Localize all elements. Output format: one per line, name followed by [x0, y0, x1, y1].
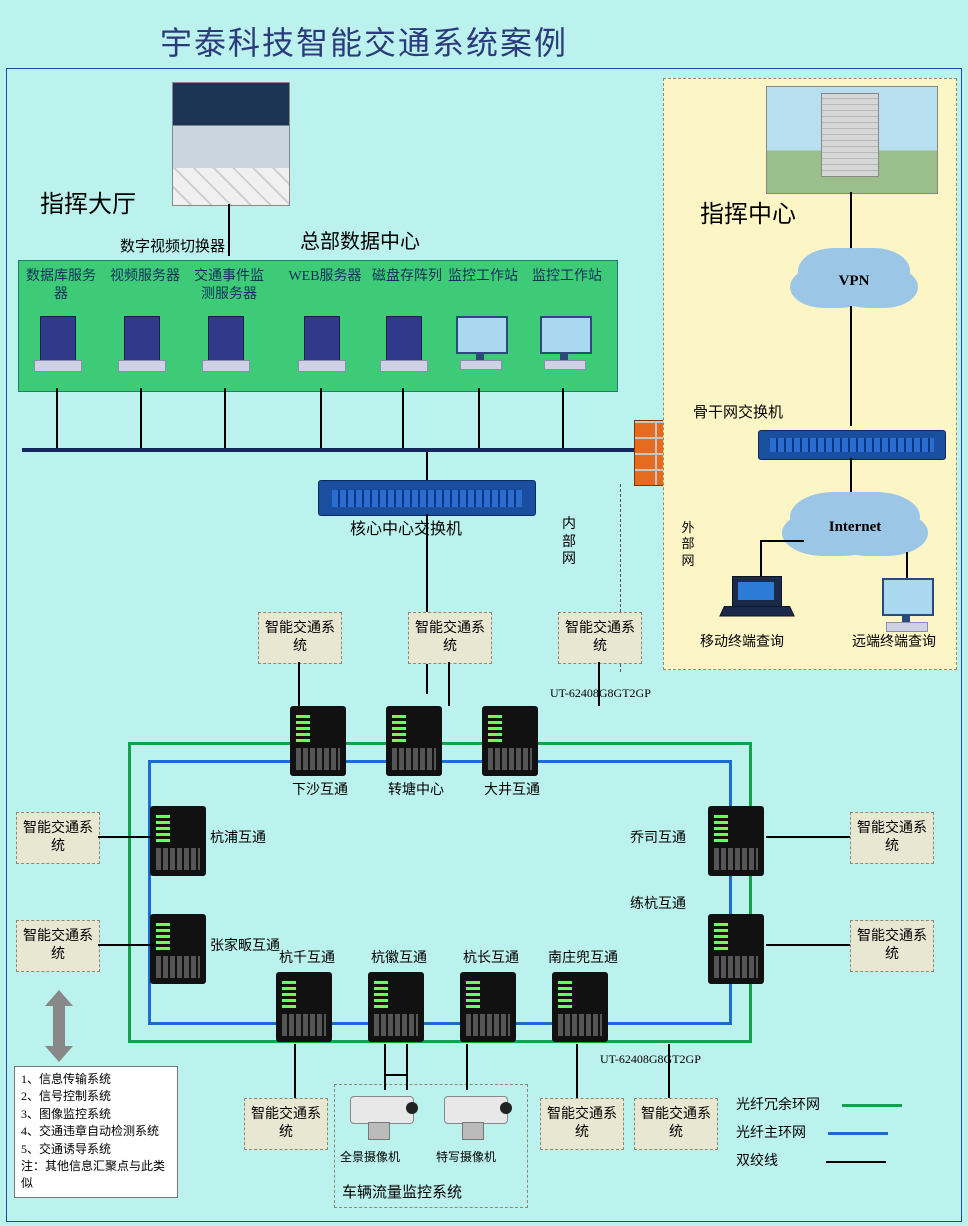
node-label: 杭千互通 — [264, 950, 350, 968]
industrial-switch-icon — [460, 972, 516, 1042]
workstation-icon — [452, 316, 508, 370]
industrial-switch-icon — [482, 706, 538, 776]
internet-label: Internet — [829, 519, 882, 536]
panoramic-camera-label: 全景摄像机 — [340, 1150, 400, 1165]
backbone-switch-label: 骨干网交换机 — [693, 404, 783, 423]
hq-server-label: 数据库服务器 — [20, 268, 102, 303]
its-left-1: 智能交通系统 — [16, 812, 100, 864]
node-label: 南庄兜互通 — [540, 950, 626, 968]
core-switch-label: 核心中心交换机 — [350, 520, 462, 540]
remote-pc-icon — [878, 578, 934, 632]
command-hall-photo — [172, 82, 290, 206]
digital-video-switcher-label: 数字视频切换器 — [120, 238, 225, 257]
legend: 光纤冗余环网 光纤主环网 双绞线 — [736, 1092, 902, 1176]
vpn-cloud-icon: VPN — [808, 256, 900, 306]
intranet-label: 内部网 — [560, 516, 578, 569]
command-center-label: 指挥中心 — [700, 200, 796, 230]
its-box: 智能交通系统 — [558, 612, 642, 664]
node-label: 杭浦互通 — [210, 830, 266, 848]
server-icon — [34, 316, 80, 374]
page-title: 宇泰科技智能交通系统案例 — [160, 18, 568, 64]
its-box: 智能交通系统 — [408, 612, 492, 664]
vpn-label: VPN — [839, 273, 870, 290]
legend-row: 光纤冗余环网 — [736, 1092, 902, 1120]
industrial-switch-icon — [386, 706, 442, 776]
device-model-top: UT-62408G8GT2GP — [550, 686, 651, 701]
node-label: 乔司互通 — [630, 830, 686, 848]
industrial-switch-icon — [552, 972, 608, 1042]
its-box: 智能交通系统 — [258, 612, 342, 664]
industrial-switch-icon — [708, 914, 764, 984]
hq-data-center-label: 总部数据中心 — [300, 230, 420, 255]
node-label: 杭徽互通 — [356, 950, 442, 968]
node-label: 转塘中心 — [376, 782, 456, 800]
bidir-arrow-icon — [44, 990, 74, 1062]
laptop-icon — [720, 576, 792, 624]
hq-server-label: WEB服务器 — [284, 268, 366, 286]
hq-server-label: 视频服务器 — [104, 268, 186, 286]
industrial-switch-icon — [150, 806, 206, 876]
node-label: 下沙互通 — [280, 782, 360, 800]
hq-server-label: 磁盘存阵列 — [366, 268, 448, 286]
legend-row: 光纤主环网 — [736, 1120, 902, 1148]
hq-server-label: 监控工作站 — [526, 268, 608, 286]
diagram-canvas: 宇泰科技智能交通系统案例 指挥大厅 数字视频切换器 总部数据中心 数据库服务器视… — [0, 0, 968, 1226]
server-icon — [118, 316, 164, 374]
backbone-switch-icon — [758, 430, 946, 460]
industrial-switch-icon — [150, 914, 206, 984]
remote-query-label: 远端终端查询 — [852, 634, 936, 652]
industrial-switch-icon — [708, 806, 764, 876]
its-right-2: 智能交通系统 — [850, 920, 934, 972]
its-left-2: 智能交通系统 — [16, 920, 100, 972]
extranet-label: 外部网 — [680, 520, 696, 569]
hq-server-label: 交通事件监测服务器 — [188, 268, 270, 303]
bus-line — [22, 448, 634, 452]
panoramic-camera-icon — [344, 1094, 418, 1142]
closeup-camera-icon — [438, 1094, 512, 1142]
node-label: 杭长互通 — [448, 950, 534, 968]
server-icon — [298, 316, 344, 374]
closeup-camera-label: 特写摄像机 — [436, 1150, 496, 1165]
node-label: 大井互通 — [472, 782, 552, 800]
its-bottom-1: 智能交通系统 — [244, 1098, 328, 1150]
its-bottom-3: 智能交通系统 — [634, 1098, 718, 1150]
camera-system-title: 车辆流量监控系统 — [342, 1184, 462, 1203]
core-switch-icon — [318, 480, 536, 516]
systems-list: 1、信息传输系统 2、信号控制系统 3、图像监控系统 4、交通违章自动检测系统 … — [14, 1066, 178, 1198]
its-bottom-2: 智能交通系统 — [540, 1098, 624, 1150]
server-icon — [380, 316, 426, 374]
mobile-query-label: 移动终端查询 — [700, 634, 784, 652]
command-hall-label: 指挥大厅 — [40, 190, 136, 220]
command-center-photo — [766, 86, 938, 194]
industrial-switch-icon — [290, 706, 346, 776]
internet-cloud-icon: Internet — [800, 500, 910, 554]
server-icon — [202, 316, 248, 374]
industrial-switch-icon — [368, 972, 424, 1042]
device-model-bottom: UT-62408G8GT2GP — [600, 1052, 701, 1067]
industrial-switch-icon — [276, 972, 332, 1042]
node-label: 练杭互通 — [630, 896, 686, 914]
hq-server-label: 监控工作站 — [442, 268, 524, 286]
workstation-icon — [536, 316, 592, 370]
legend-row: 双绞线 — [736, 1148, 902, 1176]
its-right-1: 智能交通系统 — [850, 812, 934, 864]
